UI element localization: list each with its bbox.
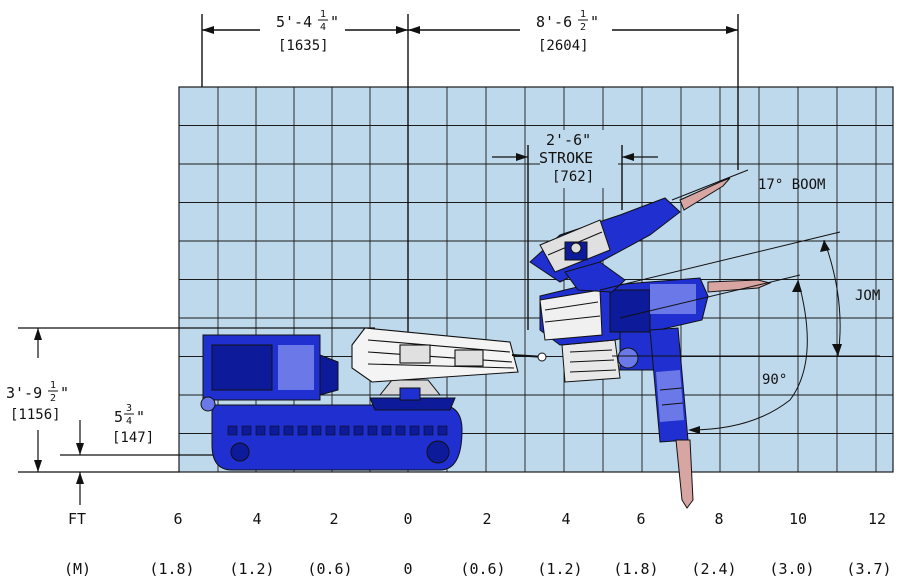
drill-bit-vertical — [675, 439, 694, 509]
svg-text:2: 2 — [580, 22, 586, 33]
svg-text:": " — [590, 13, 599, 31]
axis-m-tick: (1.8) — [613, 560, 658, 578]
axis-ft-tick: 6 — [173, 510, 182, 528]
crawler-track — [211, 404, 463, 471]
dimension-height-mm: [1156] — [10, 407, 61, 423]
drill-bit-boom — [679, 177, 731, 211]
axis-ft-tick: 2 — [482, 510, 491, 528]
axis-m-tick: (3.7) — [846, 560, 891, 578]
axis-m-unit: (M) — [64, 560, 91, 578]
label-jom: JOM — [855, 288, 880, 304]
axis-ft-tick: 4 — [252, 510, 261, 528]
dimension-height-ft: 3'-9 — [6, 384, 42, 402]
dimension-right-top-ft: 8'-6 — [536, 13, 572, 31]
drill-bit-middle — [707, 279, 772, 293]
svg-text:2: 2 — [50, 393, 56, 404]
angle-guides — [599, 169, 880, 431]
axis-ft-tick: 10 — [789, 510, 807, 528]
main-boom — [351, 327, 519, 383]
axis-ft-unit: FT — [68, 510, 86, 528]
axis-ft-tick: 8 — [714, 510, 723, 528]
dimension-right-top: 8'-6 1 2 " [2604] — [536, 9, 599, 54]
dimension-stroke-ft: 2'-6" — [546, 131, 591, 149]
axis-ft-tick: 0 — [403, 510, 412, 528]
dimension-clearance-whole: 5 — [114, 408, 123, 426]
axis-m-tick: (0.6) — [460, 560, 505, 578]
dimension-height-text: 3'-9 1 2 " [1156] — [6, 380, 69, 423]
axis-m-tick: (1.2) — [229, 560, 274, 578]
dimension-stroke: 2'-6" STROKE [762] — [492, 130, 658, 330]
svg-text:": " — [136, 408, 145, 426]
dimension-stroke-mm: [762] — [552, 169, 594, 185]
axis-m-tick: (0.6) — [307, 560, 352, 578]
axis-m-tick: (2.4) — [691, 560, 736, 578]
dimension-left-top-mm: [1635] — [278, 38, 329, 54]
axis-m-row: (M) (1.8) (1.2) (0.6) 0 (0.6) (1.2) (1.8) (2.4)… — [64, 560, 892, 578]
dimension-clearance-mm: [147] — [112, 430, 154, 446]
svg-text:": " — [60, 384, 69, 402]
axis-m-tick: (3.0) — [769, 560, 814, 578]
dimension-right-top-mm: [2604] — [538, 38, 589, 54]
axis-ft-row: FT 6 4 2 0 2 4 6 8 10 12 — [68, 510, 886, 528]
svg-text:1: 1 — [320, 9, 326, 20]
axis-ft-tick: 6 — [636, 510, 645, 528]
svg-text:1: 1 — [50, 380, 56, 391]
svg-text:4: 4 — [320, 22, 326, 33]
axis-ft-tick: 4 — [561, 510, 570, 528]
drill-head-horizontal — [561, 339, 621, 383]
drill-head-boom — [529, 177, 731, 293]
dimension-height-arrows — [34, 328, 84, 484]
dimension-clearance-text: 5 3 4 " [147] — [112, 403, 154, 446]
svg-text:1: 1 — [580, 9, 586, 20]
top-dimension-arrows — [202, 26, 738, 34]
dimension-left-top-ft: 5'-4 — [276, 13, 312, 31]
angle-arrows — [688, 240, 842, 434]
axis-m-tick: (1.8) — [149, 560, 194, 578]
svg-text:": " — [330, 13, 339, 31]
label-angle: 90° — [762, 372, 787, 388]
svg-text:3: 3 — [126, 403, 132, 414]
svg-text:4: 4 — [126, 416, 132, 427]
label-boom: 17° BOOM — [758, 177, 825, 193]
axis-m-tick: (1.2) — [537, 560, 582, 578]
axis-ft-tick: 2 — [329, 510, 338, 528]
dimension-left-top: 5'-4 1 4 " [1635] — [276, 9, 339, 54]
axis-m-tick: 0 — [403, 560, 412, 578]
dimension-stroke-word: STROKE — [539, 149, 593, 167]
axis-ft-tick: 12 — [868, 510, 886, 528]
